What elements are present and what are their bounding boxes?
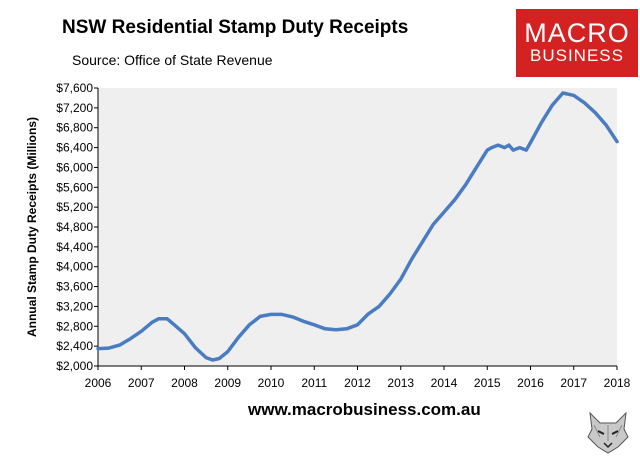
wolf-mascot-icon bbox=[584, 407, 632, 455]
website-url: www.macrobusiness.com.au bbox=[248, 400, 481, 419]
data-point bbox=[248, 323, 251, 326]
data-point bbox=[378, 305, 381, 308]
data-point bbox=[151, 321, 154, 324]
data-point bbox=[512, 149, 515, 152]
x-tick-label: 2013 bbox=[387, 376, 414, 390]
y-tick-label: $7,200 bbox=[56, 101, 93, 115]
data-point bbox=[237, 336, 240, 339]
data-point bbox=[334, 328, 337, 331]
x-tick-label: 2017 bbox=[560, 376, 587, 390]
y-tick-label: $6,800 bbox=[56, 121, 93, 135]
data-point bbox=[388, 293, 391, 296]
data-point bbox=[218, 357, 221, 360]
data-point bbox=[129, 337, 132, 340]
logo-line-2: BUSINESS bbox=[530, 46, 624, 66]
x-tick-label: 2016 bbox=[517, 376, 544, 390]
plot-area bbox=[98, 88, 617, 366]
data-point bbox=[497, 144, 500, 147]
data-point bbox=[540, 121, 543, 124]
data-point bbox=[270, 313, 273, 316]
data-point bbox=[486, 149, 489, 152]
y-tick-label: $5,200 bbox=[56, 200, 93, 214]
data-point bbox=[302, 320, 305, 323]
y-tick-label: $4,400 bbox=[56, 240, 93, 254]
x-tick-label: 2008 bbox=[171, 376, 198, 390]
y-tick-label: $3,200 bbox=[56, 299, 93, 313]
chart-title: NSW Residential Stamp Duty Receipts bbox=[62, 17, 409, 38]
y-axis-title: Annual Stamp Duty Receipts (Millions) bbox=[25, 117, 39, 337]
data-point bbox=[205, 356, 208, 359]
data-point bbox=[118, 344, 121, 347]
y-tick-label: $6,400 bbox=[56, 141, 93, 155]
data-point bbox=[572, 94, 575, 97]
chart-source: Source: Office of State Revenue bbox=[72, 52, 273, 68]
macrobusiness-logo: MACRO BUSINESS bbox=[516, 9, 638, 77]
data-point bbox=[594, 111, 597, 114]
y-tick-label: $3,600 bbox=[56, 280, 93, 294]
y-tick-label: $2,000 bbox=[56, 359, 93, 373]
data-point bbox=[166, 317, 169, 320]
data-point bbox=[345, 327, 348, 330]
data-point bbox=[561, 91, 564, 94]
y-tick-label: $5,600 bbox=[56, 180, 93, 194]
data-point bbox=[525, 149, 528, 152]
data-point bbox=[367, 312, 370, 315]
y-tick-label: $4,800 bbox=[56, 220, 93, 234]
data-point bbox=[399, 278, 402, 281]
y-tick-label: $7,600 bbox=[56, 81, 93, 95]
data-point bbox=[453, 198, 456, 201]
x-tick-label: 2010 bbox=[258, 376, 285, 390]
data-point bbox=[503, 146, 506, 149]
data-point bbox=[313, 323, 316, 326]
x-tick-label: 2014 bbox=[431, 376, 458, 390]
x-tick-label: 2009 bbox=[214, 376, 241, 390]
data-point bbox=[464, 183, 467, 186]
data-point bbox=[583, 101, 586, 104]
data-point bbox=[507, 144, 510, 147]
data-point bbox=[259, 315, 262, 318]
y-tick-label: $2,800 bbox=[56, 319, 93, 333]
data-point bbox=[194, 346, 197, 349]
x-tick-labels: 2006 2007 2008 2009 2010 2011 2012 2013 2014 2015… bbox=[85, 376, 631, 390]
data-point bbox=[107, 347, 110, 350]
data-point bbox=[605, 124, 608, 127]
y-tick-labels: $2,000 $2,400 $2,800 $3,200 $3,600 $4,000 $4,4… bbox=[56, 81, 93, 373]
data-point bbox=[226, 350, 229, 353]
data-point bbox=[616, 140, 619, 143]
data-point bbox=[490, 146, 493, 149]
y-tick-label: $4,000 bbox=[56, 260, 93, 274]
data-point bbox=[211, 359, 214, 362]
x-tick-label: 2011 bbox=[301, 376, 327, 390]
line-chart: $2,000 $2,400 $2,800 $3,200 $3,600 $4,000 $4,4… bbox=[25, 81, 631, 390]
logo-line-1: MACRO bbox=[524, 18, 630, 49]
x-tick-label: 2006 bbox=[85, 376, 112, 390]
data-point bbox=[432, 223, 435, 226]
data-point bbox=[157, 317, 160, 320]
data-point bbox=[324, 327, 327, 330]
data-point bbox=[529, 141, 532, 144]
data-point bbox=[183, 332, 186, 335]
data-point bbox=[172, 323, 175, 326]
data-point bbox=[421, 240, 424, 243]
x-tick-label: 2015 bbox=[474, 376, 501, 390]
x-tick-label: 2007 bbox=[128, 376, 155, 390]
series-line bbox=[96, 91, 619, 362]
data-point bbox=[518, 146, 521, 149]
data-point bbox=[551, 104, 554, 107]
data-point bbox=[443, 211, 446, 214]
y-tick-label: $6,000 bbox=[56, 160, 93, 174]
y-tick-label: $2,400 bbox=[56, 339, 93, 353]
data-point bbox=[356, 323, 359, 326]
data-point bbox=[475, 166, 478, 169]
data-point bbox=[140, 330, 143, 333]
x-tick-label: 2018 bbox=[604, 376, 631, 390]
axis-ticks bbox=[94, 87, 618, 370]
data-point bbox=[280, 313, 283, 316]
data-point bbox=[97, 347, 100, 350]
data-point bbox=[410, 258, 413, 261]
data-point bbox=[291, 315, 294, 318]
x-tick-label: 2012 bbox=[344, 376, 371, 390]
